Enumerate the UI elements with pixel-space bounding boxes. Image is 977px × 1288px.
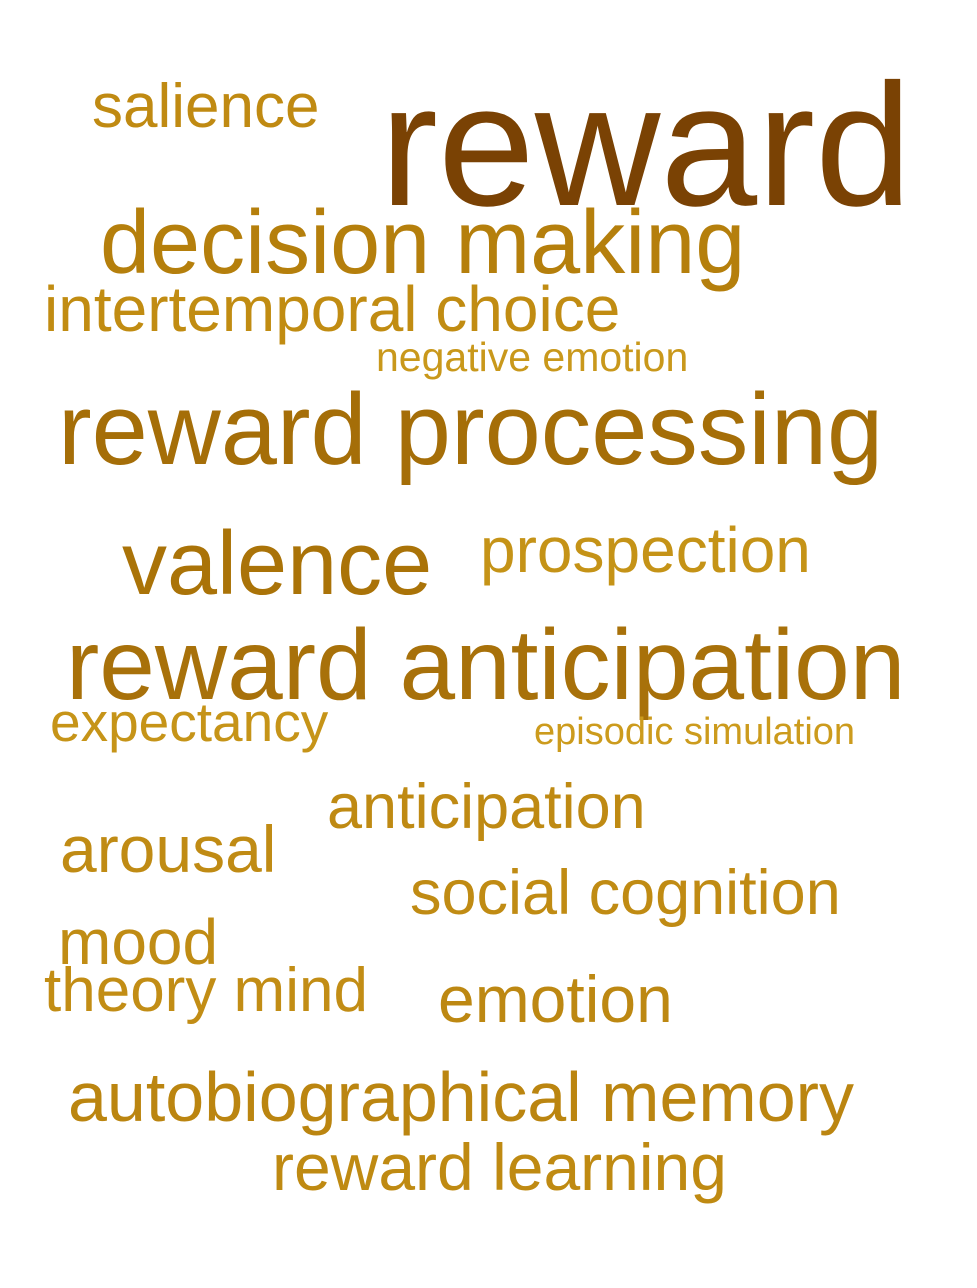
word-mood: mood (58, 906, 219, 978)
word-arousal: arousal (60, 812, 277, 886)
word-reward-anticipation: reward anticipation (66, 609, 906, 721)
word-theory-mind: theory mind (44, 956, 368, 1025)
word-social-cognition: social cognition (410, 858, 841, 928)
word-negative-emotion: negative emotion (376, 334, 689, 380)
word-decision-making: decision making (100, 193, 746, 293)
word-episodic-simulation: episodic simulation (534, 711, 856, 753)
word-reward-learning: reward learning (272, 1130, 727, 1204)
word-reward: reward (380, 47, 912, 242)
word-prospection: prospection (480, 514, 811, 586)
word-anticipation: anticipation (327, 772, 646, 842)
word-salience: salience (92, 72, 320, 141)
word-expectancy: expectancy (50, 691, 329, 753)
word-valence: valence (122, 514, 433, 614)
word-intertemporal-choice: intertemporal choice (44, 273, 621, 345)
word-emotion: emotion (438, 962, 673, 1036)
word-reward-processing: reward processing (58, 374, 884, 486)
word-autobiographical-memory: autobiographical memory (68, 1058, 854, 1136)
